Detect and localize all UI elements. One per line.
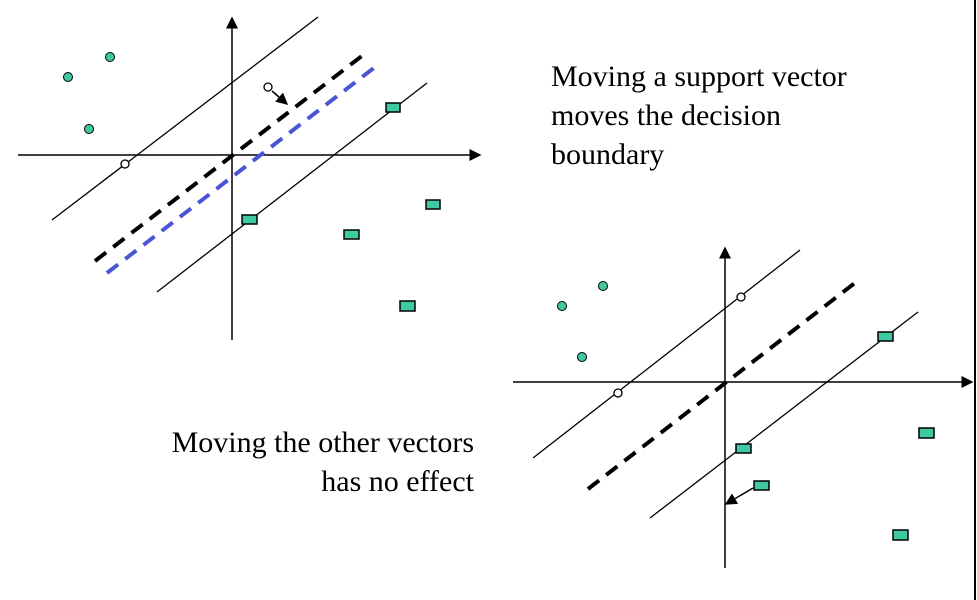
- lower-margin-line: [156, 82, 428, 293]
- square-support-vector: [877, 331, 894, 342]
- upper-margin-line: [532, 249, 801, 459]
- caption-support-vector: Moving a support vector moves the decisi…: [551, 57, 847, 174]
- lower-margin-line: [649, 311, 919, 519]
- circle-point: [577, 352, 587, 362]
- upper-margin-line: [51, 16, 319, 221]
- square-point: [343, 229, 360, 240]
- caption-line: has no effect: [321, 465, 474, 498]
- square-point: [425, 199, 441, 210]
- decision-boundary: [93, 50, 369, 263]
- panel-support-vector-moved: [18, 16, 482, 340]
- moved-circle-support-vector: [263, 82, 273, 92]
- square-point: [918, 427, 935, 439]
- circle-support-vector: [736, 292, 746, 302]
- circle-point: [105, 52, 115, 62]
- circle-point: [598, 281, 608, 291]
- circle-point: [84, 124, 94, 134]
- caption-other-vectors: Moving the other vectors has no effect: [172, 423, 474, 501]
- caption-line: Moving the other vectors: [171, 426, 474, 459]
- caption-line: boundary: [551, 138, 665, 171]
- caption-line: Moving a support vector: [551, 60, 847, 93]
- caption-line: moves the decision: [551, 99, 781, 132]
- circle-support-vector: [613, 388, 623, 398]
- movement-arrow: [724, 487, 754, 505]
- square-point: [399, 300, 416, 312]
- decision-boundary: [586, 277, 862, 491]
- square-point: [892, 529, 909, 541]
- moved-decision-boundary: [105, 62, 381, 275]
- square-support-vector: [385, 102, 401, 113]
- panel-other-vectors-moved: [513, 246, 974, 568]
- movement-arrow: [271, 90, 289, 105]
- square-support-vector: [735, 443, 752, 454]
- circle-point: [63, 72, 73, 82]
- square-support-vector: [241, 214, 258, 225]
- circle-point: [557, 301, 567, 311]
- moved-square-point: [753, 480, 770, 491]
- circle-support-vector: [120, 159, 130, 169]
